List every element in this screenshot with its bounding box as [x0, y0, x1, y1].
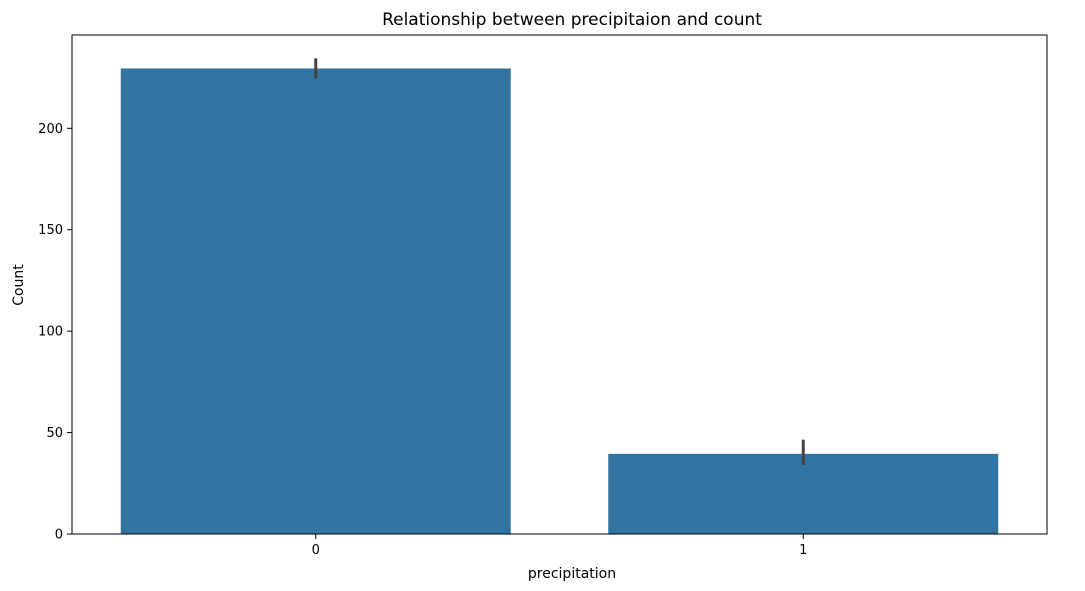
plot-area: 0 1 0 50 100 150 200 — [38, 34, 1048, 558]
y-axis-label: Count — [11, 264, 27, 306]
bar-1 — [608, 453, 999, 534]
axes-frame — [71, 34, 1048, 535]
x-tick-label-1: 1 — [799, 543, 807, 558]
x-tick-label-0: 0 — [312, 543, 320, 558]
x-axis-label: precipitation — [528, 566, 616, 582]
y-tick-label-50: 50 — [46, 426, 63, 441]
bar-0 — [120, 68, 511, 534]
y-tick-label-200: 200 — [38, 122, 63, 137]
y-tick-label-150: 150 — [38, 223, 63, 238]
y-tick-label-100: 100 — [38, 325, 63, 340]
y-tick-label-0: 0 — [55, 528, 63, 543]
chart-title: Relationship between precipitaion and co… — [382, 10, 762, 30]
